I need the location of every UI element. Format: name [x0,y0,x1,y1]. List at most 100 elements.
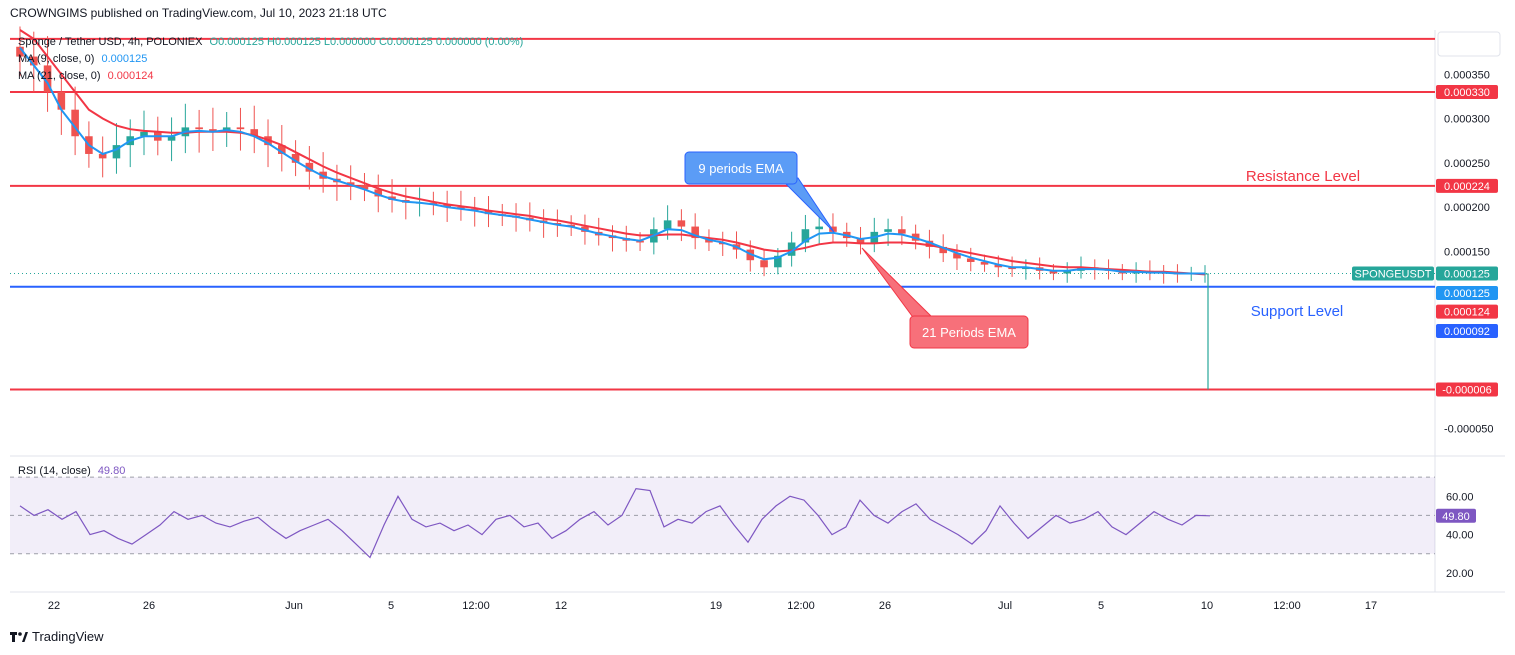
price-tag [1436,304,1498,319]
price-tag-label: 0.000092 [1444,326,1490,338]
ohlc-values: O0.000125 H0.000125 L0.000000 C0.000125 … [209,36,524,48]
x-tick-label: 19 [710,600,722,612]
candle-body [939,246,947,254]
candle-body [829,226,837,232]
x-tick-label: 12:00 [462,600,490,612]
candle-body [443,204,451,208]
rsi-value-tag [1436,508,1476,523]
rsi-y-tick-label: 20.00 [1446,568,1474,580]
price-tag-label: 0.000124 [1444,307,1490,319]
candlestick-series [16,26,1209,390]
candle-body [98,153,107,159]
rsi-y-tick-label: 40.00 [1446,530,1474,542]
ema9-callout-label: 9 periods EMA [698,161,784,176]
tradingview-brand: TradingView [32,629,104,644]
candle-body [71,109,79,137]
x-tick-label: 12 [555,600,567,612]
candle-body [291,153,300,163]
price-level-tag [1436,178,1498,193]
x-tick-label: 17 [1365,600,1377,612]
publisher-line: CROWNGIMS published on TradingView.com, … [10,6,387,20]
price-level-label: 0.000330 [1444,87,1490,99]
y-tick-label: 0.000350 [1444,69,1490,81]
moving-averages: 0.000125 SPONGEUSDT 0.000125 0.000124 0.0000… [19,29,1498,339]
candle-body [236,127,245,130]
x-tick-label: Jul [998,600,1012,612]
ma21-value: 0.000124 [107,70,154,82]
x-tick-label: Jun [285,600,303,612]
candle-body [898,229,906,234]
rsi-label: RSI (14, close) [18,465,91,477]
candle-body [112,145,121,159]
candle-body [925,240,934,247]
candle-body [801,229,810,243]
candle-body [980,261,989,265]
candle-body [346,182,355,185]
candle-body [305,162,314,172]
candle-body [1049,270,1058,274]
symbol-name: Sponge / Tether USD, 4h, POLONIEX [18,36,203,48]
chart-grid [10,30,1505,593]
symbol-tag-label: SPONGEUSDT [1354,268,1431,280]
ma21-legend[interactable]: MA (21, close, 0) 0.000124 [18,70,154,82]
ma9-value: 0.000125 [101,53,148,65]
price-tag-label: 0.000125 [1444,268,1490,280]
x-tick-label: 10 [1201,600,1213,612]
tradingview-footer[interactable]: TradingView [10,629,104,644]
candle-body [856,238,865,243]
candle-body [29,56,38,66]
candle-body [815,226,823,230]
y-tick-label: 0.000150 [1444,246,1490,258]
price-level-tag [1436,84,1498,99]
candle-body [677,220,686,227]
y-tick-label: 0.000200 [1444,202,1490,214]
y-tick-label: -0.000050 [1444,423,1494,435]
x-tick-label: 22 [48,600,60,612]
rsi-legend[interactable]: RSI (14, close) 49.80 [18,465,125,477]
ma21-label: MA (21, close, 0) [18,70,101,82]
ema21-callout-pointer [861,247,937,321]
candle-body [140,131,148,137]
candle-body [663,220,672,230]
price-levels: 0.000330 0.000224 -0.000006 [10,37,1498,397]
ema21-callout-box [909,315,1029,349]
candle-body [195,127,203,130]
ma9-line [19,47,1205,275]
support-level-label: Support Level [1251,303,1344,320]
candle-body [57,91,66,110]
candle-body [360,184,369,190]
candle-body [278,145,286,154]
candle-body [884,229,892,232]
rsi-pane: 60.00 40.00 20.00 49.80 [10,476,1476,580]
x-tick-label: 12:00 [787,600,815,612]
price-level-tag [1436,382,1498,397]
resistance-level-label: Resistance Level [1246,168,1360,185]
x-tick-label: 5 [1098,600,1104,612]
axes: 0.000350 0.000300 0.000250 0.000200 0.000150… [48,69,1494,612]
candle-body [953,253,961,259]
price-level-label: -0.000006 [1442,384,1492,396]
ema9-callout-box [684,151,798,185]
axis-menu-box [1437,31,1501,57]
x-tick-label: 5 [388,600,394,612]
x-tick-label: 26 [143,600,155,612]
price-tag [1436,285,1498,300]
x-tick-label: 12:00 [1273,600,1301,612]
symbol-legend: Sponge / Tether USD, 4h, POLONIEX O0.000… [18,36,523,48]
price-tag-label: 0.000125 [1444,288,1490,300]
candle-body [760,260,768,268]
rsi-value-tag-label: 49.80 [1442,511,1470,523]
symbol-tag [1352,266,1434,281]
candle-body [374,189,383,197]
tradingview-logo-icon [10,631,28,642]
y-tick-label: 0.000300 [1444,114,1490,126]
candle-body [774,255,782,268]
ma9-legend[interactable]: MA (9, close, 0) 0.000125 [18,53,147,65]
candle-body [994,264,1003,268]
annotations: Resistance Level Support Level 9 periods E… [684,151,1360,349]
ma9-label: MA (9, close, 0) [18,53,95,65]
candle-body [787,242,796,256]
ema21-callout-label: 21 Periods EMA [922,325,1016,340]
y-tick-label: 0.000250 [1444,158,1490,170]
